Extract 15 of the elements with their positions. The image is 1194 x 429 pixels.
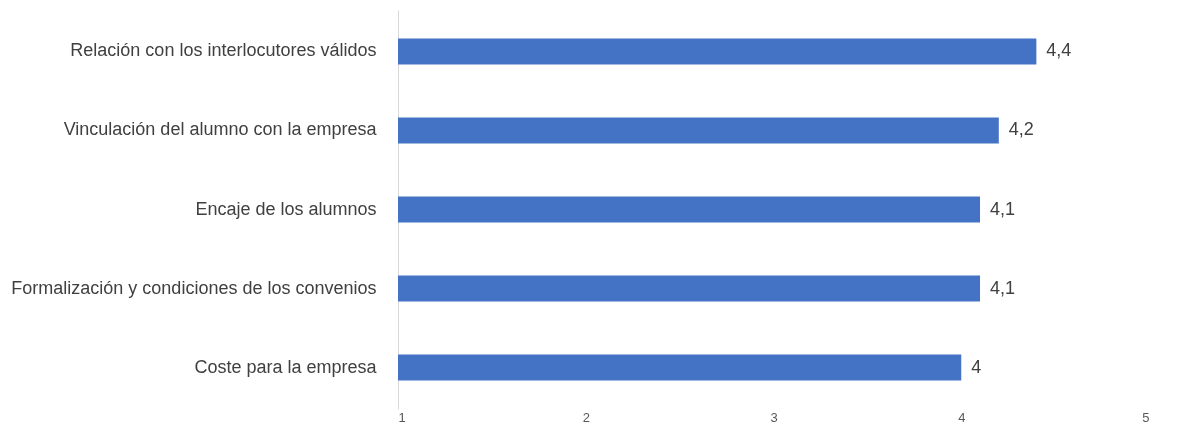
x-tick-label: 3 [770, 409, 778, 425]
x-tick-label: 1 [398, 409, 406, 425]
data-label: 4,2 [1008, 119, 1034, 140]
data-label: 4,1 [990, 198, 1016, 219]
data-label: 4 [971, 356, 982, 377]
x-tick-label: 5 [1142, 409, 1150, 425]
data-label: 4,1 [990, 277, 1016, 298]
x-tick-label: 2 [582, 409, 590, 425]
y-tick-label: Vinculación del alumno con la empresa [63, 119, 378, 140]
y-tick-label: Formalización y condiciones de los convenios [11, 277, 377, 298]
x-tick-label: 4 [958, 409, 966, 425]
y-tick-label: Coste para la empresa [194, 356, 378, 377]
y-tick-label: Relación con los interlocutores válidos [70, 40, 377, 61]
y-tick-label: Encaje de los alumnos [195, 198, 377, 219]
data-label: 4,4 [1046, 40, 1072, 61]
